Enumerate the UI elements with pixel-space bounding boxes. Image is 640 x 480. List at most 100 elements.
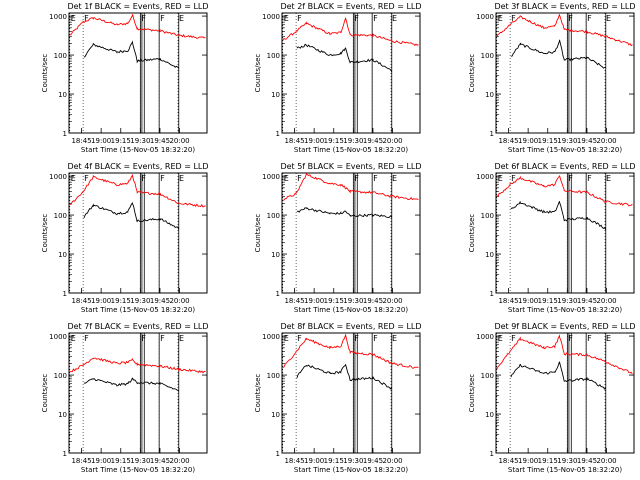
y-tick-label: 1 [276, 290, 280, 298]
plot-frame [281, 332, 421, 454]
y-tick-label: 100 [267, 212, 280, 220]
region-marker-label: F [511, 174, 516, 183]
x-tick-label: 20:00 [169, 457, 189, 465]
region-marker-label: E [606, 174, 611, 183]
events-series-line [83, 201, 180, 230]
y-tick-label: 1000 [49, 13, 67, 21]
y-tick-label: 1000 [262, 173, 280, 181]
x-tick-label: 19:00 [518, 297, 538, 305]
y-tick-label: 10 [485, 251, 494, 259]
y-tick-label: 1 [63, 290, 67, 298]
x-tick-label: 18:45 [498, 137, 518, 145]
x-tick-label: 18:45 [498, 297, 518, 305]
events-series-line [296, 43, 393, 72]
plot-frame [68, 12, 208, 134]
y-axis-label: Counts/sec [254, 54, 262, 93]
x-tick-label: 19:45 [577, 457, 597, 465]
x-tick-label: 19:15 [538, 297, 558, 305]
panel-title: Det 5f BLACK = Events, RED = LLD [280, 162, 421, 171]
y-tick-label: 1 [490, 290, 494, 298]
x-tick-label: 19:30 [557, 457, 577, 465]
x-tick-label: 19:45 [150, 457, 170, 465]
lld-series-line [282, 334, 419, 369]
y-tick-label: 1 [276, 130, 280, 138]
plot-frame [281, 12, 421, 134]
region-marker-label: E [179, 14, 184, 23]
x-tick-label: 19:45 [577, 297, 597, 305]
region-marker-label: E [71, 334, 76, 343]
y-tick-label: 1 [490, 450, 494, 458]
x-axis-label: Start Time (15-Nov-05 18:32:20) [508, 306, 622, 314]
x-tick-label: 18:45 [71, 137, 91, 145]
x-tick-label: 19:15 [538, 457, 558, 465]
y-axis-label: Counts/sec [254, 374, 262, 413]
events-series-line [83, 40, 180, 69]
panel-title: Det 3f BLACK = Events, RED = LLD [494, 2, 635, 11]
x-tick-label: 18:45 [284, 137, 304, 145]
y-tick-label: 100 [267, 372, 280, 380]
panel-title: Det 8f BLACK = Events, RED = LLD [280, 322, 421, 331]
x-axis-label: Start Time (15-Nov-05 18:32:20) [294, 146, 408, 154]
x-tick-label: 19:30 [130, 137, 150, 145]
y-tick-label: 10 [58, 411, 67, 419]
x-tick-label: 18:45 [498, 457, 518, 465]
lld-series-line [496, 14, 633, 47]
region-marker-label: E [392, 14, 397, 23]
plot-frame [281, 172, 421, 294]
x-axis-label: Start Time (15-Nov-05 18:32:20) [508, 146, 622, 154]
y-axis-label: Counts/sec [468, 54, 476, 93]
y-tick-label: 10 [271, 91, 280, 99]
x-tick-label: 18:45 [71, 297, 91, 305]
region-marker-label: E [498, 334, 503, 343]
x-tick-label: 20:00 [382, 137, 402, 145]
panel-title: Det 4f BLACK = Events, RED = LLD [67, 162, 208, 171]
x-tick-label: 19:15 [111, 297, 131, 305]
x-tick-label: 19:30 [343, 457, 363, 465]
x-tick-label: 19:15 [111, 457, 131, 465]
x-tick-label: 20:00 [382, 297, 402, 305]
x-tick-label: 20:00 [169, 297, 189, 305]
x-tick-label: 19:45 [363, 137, 383, 145]
y-tick-label: 1000 [476, 173, 494, 181]
region-marker-label: F [160, 14, 165, 23]
region-marker-label: F [141, 14, 146, 23]
x-axis-label: Start Time (15-Nov-05 18:32:20) [81, 466, 195, 474]
y-axis-label: Counts/sec [468, 374, 476, 413]
region-marker-label: E [71, 14, 76, 23]
x-tick-label: 19:30 [343, 297, 363, 305]
region-marker-label: F [160, 174, 165, 183]
y-tick-label: 10 [271, 411, 280, 419]
y-tick-label: 10 [271, 251, 280, 259]
x-tick-label: 19:00 [304, 297, 324, 305]
panel-title: Det 1f BLACK = Events, RED = LLD [67, 2, 208, 11]
x-tick-label: 19:00 [518, 137, 538, 145]
y-tick-label: 10 [58, 91, 67, 99]
region-marker-label: F [373, 14, 378, 23]
lld-series-line [69, 14, 206, 40]
y-tick-label: 1000 [262, 13, 280, 21]
x-tick-label: 20:00 [596, 457, 616, 465]
region-marker-label: E [392, 334, 397, 343]
y-tick-label: 100 [481, 212, 494, 220]
region-marker-label: E [284, 334, 289, 343]
events-series-line [510, 201, 607, 230]
region-marker-label: F [141, 334, 146, 343]
region-marker-label: E [284, 174, 289, 183]
x-tick-label: 19:00 [304, 137, 324, 145]
region-marker-label: F [373, 334, 378, 343]
panel-title: Det 9f BLACK = Events, RED = LLD [494, 322, 635, 331]
region-marker-label: E [179, 334, 184, 343]
plot-frame [495, 12, 635, 134]
x-tick-label: 19:30 [343, 137, 363, 145]
x-tick-label: 19:15 [111, 137, 131, 145]
y-axis-label: Counts/sec [41, 214, 49, 253]
x-tick-label: 19:15 [538, 137, 558, 145]
y-tick-label: 10 [485, 411, 494, 419]
y-tick-label: 100 [267, 52, 280, 60]
